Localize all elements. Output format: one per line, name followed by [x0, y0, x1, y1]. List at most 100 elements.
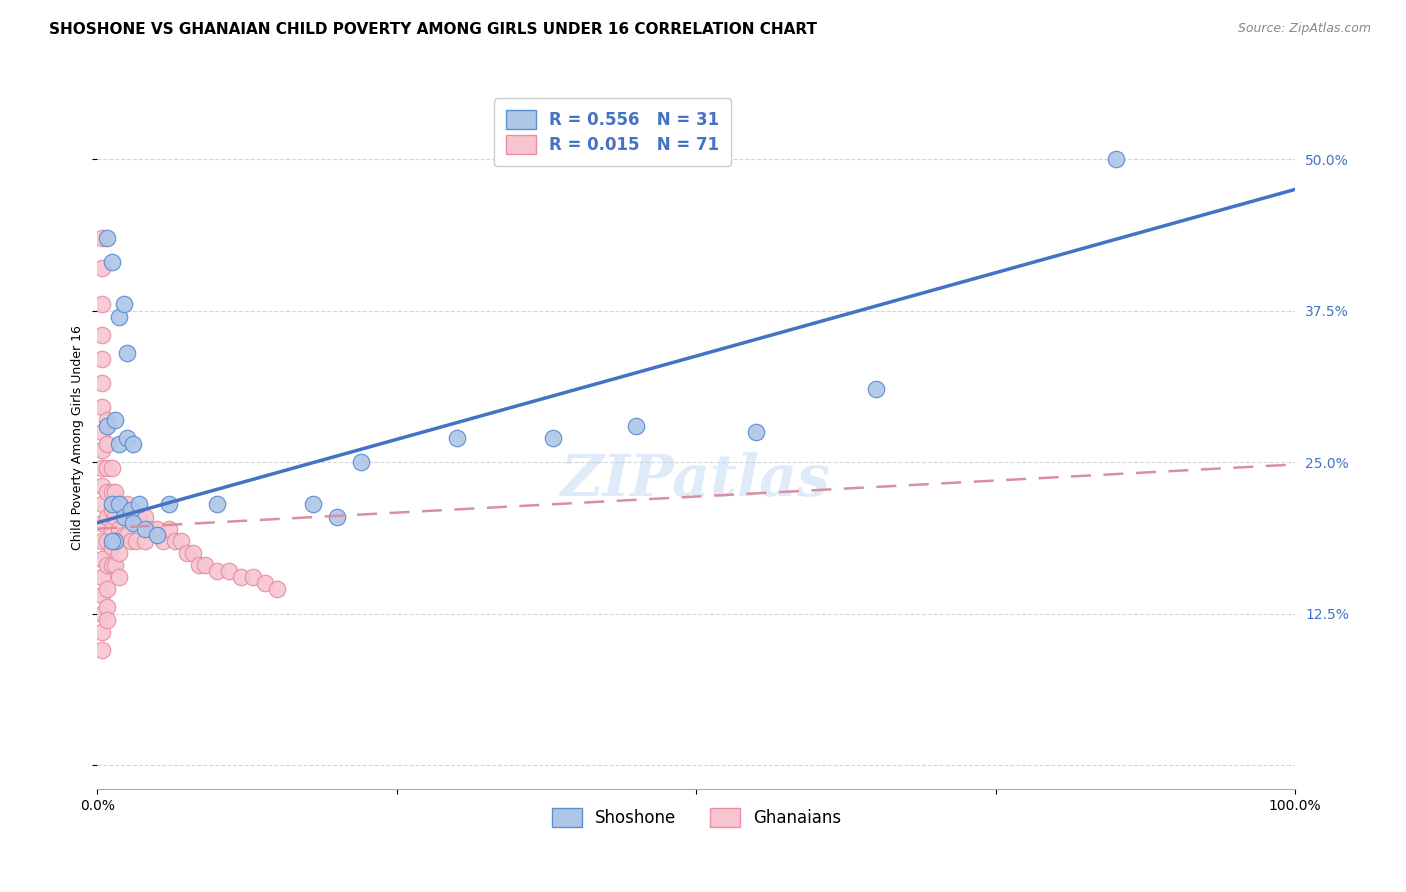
Point	[152, 533, 174, 548]
Point	[146, 522, 169, 536]
Point	[101, 461, 124, 475]
Point	[194, 558, 217, 572]
Point	[91, 401, 114, 415]
Point	[745, 425, 768, 439]
Point	[96, 613, 118, 627]
Point	[134, 522, 156, 536]
Point	[91, 479, 114, 493]
Point	[117, 431, 139, 445]
Point	[91, 261, 114, 276]
Point	[446, 431, 468, 445]
Point	[96, 231, 118, 245]
Point	[101, 558, 124, 572]
Point	[91, 376, 114, 391]
Point	[134, 509, 156, 524]
Point	[157, 522, 180, 536]
Point	[104, 485, 127, 500]
Point	[120, 503, 142, 517]
Point	[165, 533, 187, 548]
Text: ZIPatlas: ZIPatlas	[561, 451, 831, 508]
Point	[96, 485, 118, 500]
Point	[146, 527, 169, 541]
Point	[205, 564, 228, 578]
Point	[96, 418, 118, 433]
Point	[104, 558, 127, 572]
Point	[91, 552, 114, 566]
Point	[91, 351, 114, 366]
Point	[242, 570, 264, 584]
Point	[101, 503, 124, 517]
Point	[128, 498, 150, 512]
Point	[96, 533, 118, 548]
Point	[104, 412, 127, 426]
Point	[96, 412, 118, 426]
Point	[96, 558, 118, 572]
Point	[91, 643, 114, 657]
Point	[122, 437, 145, 451]
Point	[157, 498, 180, 512]
Point	[91, 516, 114, 530]
Point	[101, 485, 124, 500]
Point	[125, 533, 148, 548]
Point	[96, 437, 118, 451]
Point	[101, 498, 124, 512]
Point	[170, 533, 193, 548]
Point	[96, 509, 118, 524]
Point	[141, 522, 163, 536]
Point	[108, 570, 131, 584]
Point	[254, 576, 277, 591]
Point	[112, 509, 135, 524]
Point	[181, 546, 204, 560]
Text: Source: ZipAtlas.com: Source: ZipAtlas.com	[1237, 22, 1371, 36]
Point	[91, 588, 114, 602]
Point	[302, 498, 325, 512]
Point	[91, 607, 114, 621]
Point	[112, 297, 135, 311]
Point	[96, 461, 118, 475]
Point	[1104, 152, 1126, 166]
Point	[112, 503, 135, 517]
Point	[188, 558, 211, 572]
Point	[108, 546, 131, 560]
Point	[326, 509, 349, 524]
Point	[108, 310, 131, 324]
Point	[128, 509, 150, 524]
Point	[91, 624, 114, 639]
Point	[101, 522, 124, 536]
Point	[350, 455, 373, 469]
Point	[134, 533, 156, 548]
Y-axis label: Child Poverty Among Girls Under 16: Child Poverty Among Girls Under 16	[72, 326, 84, 550]
Point	[101, 255, 124, 269]
Point	[205, 498, 228, 512]
Point	[865, 382, 887, 396]
Point	[91, 231, 114, 245]
Point	[104, 533, 127, 548]
Point	[117, 346, 139, 360]
Point	[91, 533, 114, 548]
Point	[120, 533, 142, 548]
Point	[112, 527, 135, 541]
Point	[231, 570, 253, 584]
Point	[91, 327, 114, 342]
Point	[91, 461, 114, 475]
Point	[91, 570, 114, 584]
Point	[104, 509, 127, 524]
Point	[96, 600, 118, 615]
Point	[541, 431, 564, 445]
Point	[117, 527, 139, 541]
Point	[91, 442, 114, 457]
Point	[91, 425, 114, 439]
Text: SHOSHONE VS GHANAIAN CHILD POVERTY AMONG GIRLS UNDER 16 CORRELATION CHART: SHOSHONE VS GHANAIAN CHILD POVERTY AMONG…	[49, 22, 817, 37]
Point	[101, 540, 124, 554]
Point	[101, 533, 124, 548]
Point	[125, 509, 148, 524]
Point	[108, 522, 131, 536]
Point	[122, 516, 145, 530]
Point	[266, 582, 288, 597]
Point	[104, 533, 127, 548]
Point	[108, 498, 131, 512]
Point	[626, 418, 648, 433]
Point	[120, 503, 142, 517]
Point	[117, 498, 139, 512]
Point	[108, 437, 131, 451]
